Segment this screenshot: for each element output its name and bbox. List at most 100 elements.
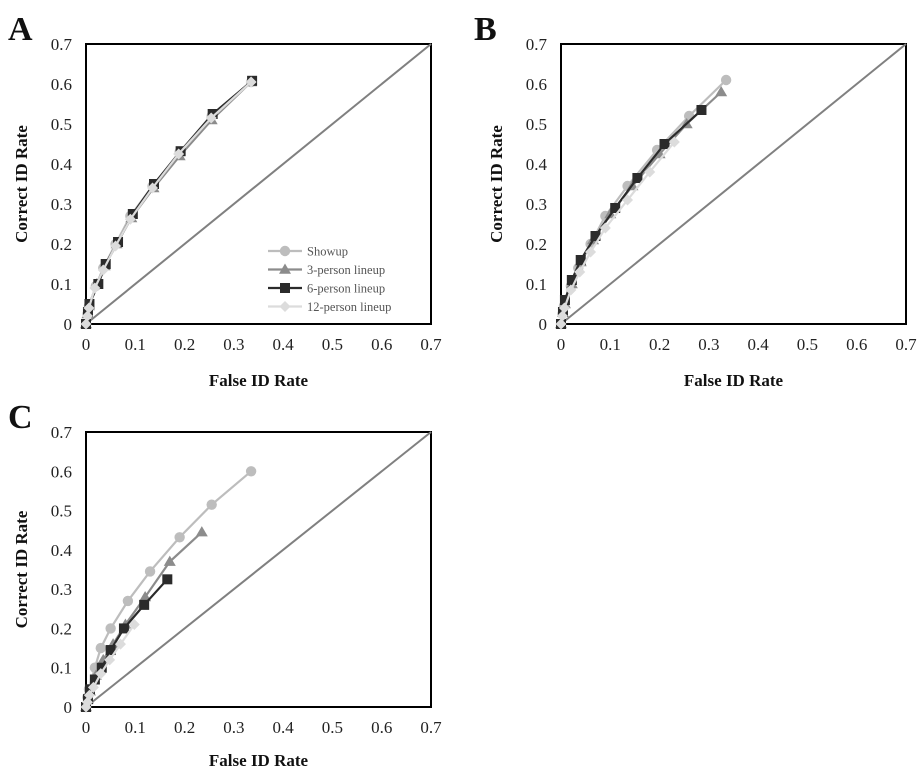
panel-letter: C (8, 399, 33, 436)
point-showup-10 (720, 74, 732, 86)
y-tick-label: 0.4 (51, 541, 73, 560)
x-tick-label: 0.3 (223, 335, 244, 354)
y-tick-label: 0.5 (51, 115, 72, 134)
line-showup (559, 79, 727, 325)
x-tick-label: 0.2 (174, 335, 195, 354)
point-12-person-lineup-7 (622, 194, 634, 206)
legend: Showup 3-person lineup 6-person lineup 12-p… (268, 245, 391, 314)
point-3-person-lineup-10 (715, 86, 728, 97)
point-12-person-lineup-5 (585, 246, 597, 258)
panel-letter: B (474, 11, 497, 48)
line-3-person-lineup (84, 531, 203, 708)
line-6-person-lineup (559, 109, 703, 325)
plot-frame (560, 43, 907, 325)
x-tick-label: 0.6 (371, 718, 392, 737)
y-tick-label: 0.4 (51, 155, 73, 174)
x-tick-label: 0 (557, 335, 566, 354)
point-6-person-lineup-4 (96, 662, 107, 673)
y-tick-label: 0.1 (51, 659, 72, 678)
y-tick-label: 0 (64, 315, 73, 334)
x-tick-label: 0.1 (600, 335, 621, 354)
point-12-person-lineup-4 (95, 668, 107, 680)
point-showup-9 (206, 499, 217, 510)
point-6-person-lineup-5 (590, 231, 601, 241)
point-showup-7 (144, 566, 156, 577)
panel-b: B 0 0.1 0.2 0.3 0.4 0.5 0.6 0.7 0 0.1 0.2 0.3 0.4 0.5 0… (474, 11, 917, 390)
line-12-person-lineup (84, 81, 252, 325)
series-showup (80, 466, 257, 713)
x-tick-label: 0.5 (322, 718, 343, 737)
point-12-person-lineup-10 (245, 76, 257, 88)
y-tick-label: 0.2 (51, 619, 72, 638)
point-6-person-lineup-7 (139, 599, 150, 610)
y-axis-title: Correct ID Rate (12, 510, 31, 628)
y-axis-title: Correct ID Rate (487, 125, 506, 243)
y-tick-label: 0.6 (51, 462, 72, 481)
panel-c: C 0 0.1 0.2 0.3 0.4 0.5 0.6 0.7 0 0.1 0.2 0.3 0.4 0.5 0… (8, 399, 442, 769)
legend-item-showup: Showup (268, 245, 348, 259)
y-tick-label: 0.5 (51, 502, 72, 521)
point-12-person-lineup-8 (644, 166, 656, 178)
point-12-person-lineup-9 (205, 112, 217, 124)
series-6-person-lineup (556, 105, 707, 329)
x-tick-label: 0 (82, 335, 91, 354)
y-tick-label: 0.1 (51, 275, 72, 294)
point-12-person-lineup-2 (83, 302, 95, 314)
point-legend-showup-0 (279, 245, 291, 257)
legend-label: 6-person lineup (307, 282, 385, 296)
x-tick-label: 0.5 (797, 335, 818, 354)
point-6-person-lineup-9 (696, 105, 707, 115)
series-12-person-lineup (80, 76, 257, 330)
y-tick-label: 0.1 (526, 275, 547, 294)
point-12-person-lineup-5 (104, 654, 116, 666)
y-tick-label: 0 (539, 315, 548, 334)
x-tick-label: 0.6 (846, 335, 867, 354)
y-axis-title: Correct ID Rate (12, 125, 31, 243)
plot-frame (85, 43, 432, 325)
plot-frame (85, 431, 432, 708)
panel-a: A 0 0.1 0.2 0.3 0.4 0.5 0.6 0.7 0 0.1 0.2 0.3 0.4 0.5 0… (8, 11, 442, 390)
y-tick-label: 0.2 (526, 235, 547, 254)
legend-item-3-person-lineup: 3-person lineup (268, 263, 385, 277)
y-tick-label: 0.3 (51, 580, 72, 599)
point-showup-5 (105, 623, 116, 634)
x-tick-label: 0.7 (895, 335, 917, 354)
x-tick-label: 0.3 (698, 335, 719, 354)
y-tick-label: 0.4 (526, 155, 548, 174)
point-12-person-lineup-9 (668, 136, 680, 148)
point-showup-8 (174, 532, 185, 543)
line-showup (84, 470, 252, 708)
legend-item-12-person-lineup: 12-person lineup (268, 300, 391, 314)
line-3-person-lineup (559, 91, 722, 325)
point-12-person-lineup-5 (110, 240, 122, 252)
legend-label: 12-person lineup (307, 300, 391, 314)
point-12-person-lineup-3 (87, 681, 99, 693)
x-tick-label: 0.1 (125, 718, 146, 737)
series-3-person-lineup (80, 76, 258, 329)
point-12-person-lineup-2 (83, 689, 95, 701)
point-12-person-lineup-3 (89, 282, 101, 294)
x-tick-label: 0.4 (273, 335, 295, 354)
point-6-person-lineup-4 (575, 255, 586, 265)
point-6-person-lineup-3 (566, 275, 577, 285)
x-tick-label: 0.2 (649, 335, 670, 354)
point-legend-6-person-lineup-0 (280, 283, 290, 293)
point-legend-3-person-lineup-0 (279, 263, 291, 274)
x-axis-title: False ID Rate (209, 371, 309, 390)
point-12-person-lineup-2 (558, 302, 570, 314)
point-6-person-lineup-6 (610, 203, 621, 213)
point-showup-4 (95, 642, 106, 654)
point-showup-6 (122, 595, 134, 607)
series-12-person-lineup (555, 136, 680, 330)
x-axis-title: False ID Rate (209, 751, 309, 769)
chance-diagonal (560, 43, 907, 325)
point-12-person-lineup-6 (599, 222, 611, 234)
line-6-person-lineup (84, 79, 253, 325)
x-tick-label: 0.4 (748, 335, 770, 354)
point-12-person-lineup-6 (124, 213, 136, 225)
x-axis-title: False ID Rate (684, 371, 784, 390)
point-3-person-lineup-7 (139, 591, 152, 602)
point-12-person-lineup-3 (565, 284, 577, 296)
panel-letter: A (8, 11, 33, 48)
x-tick-label: 0.1 (125, 335, 146, 354)
